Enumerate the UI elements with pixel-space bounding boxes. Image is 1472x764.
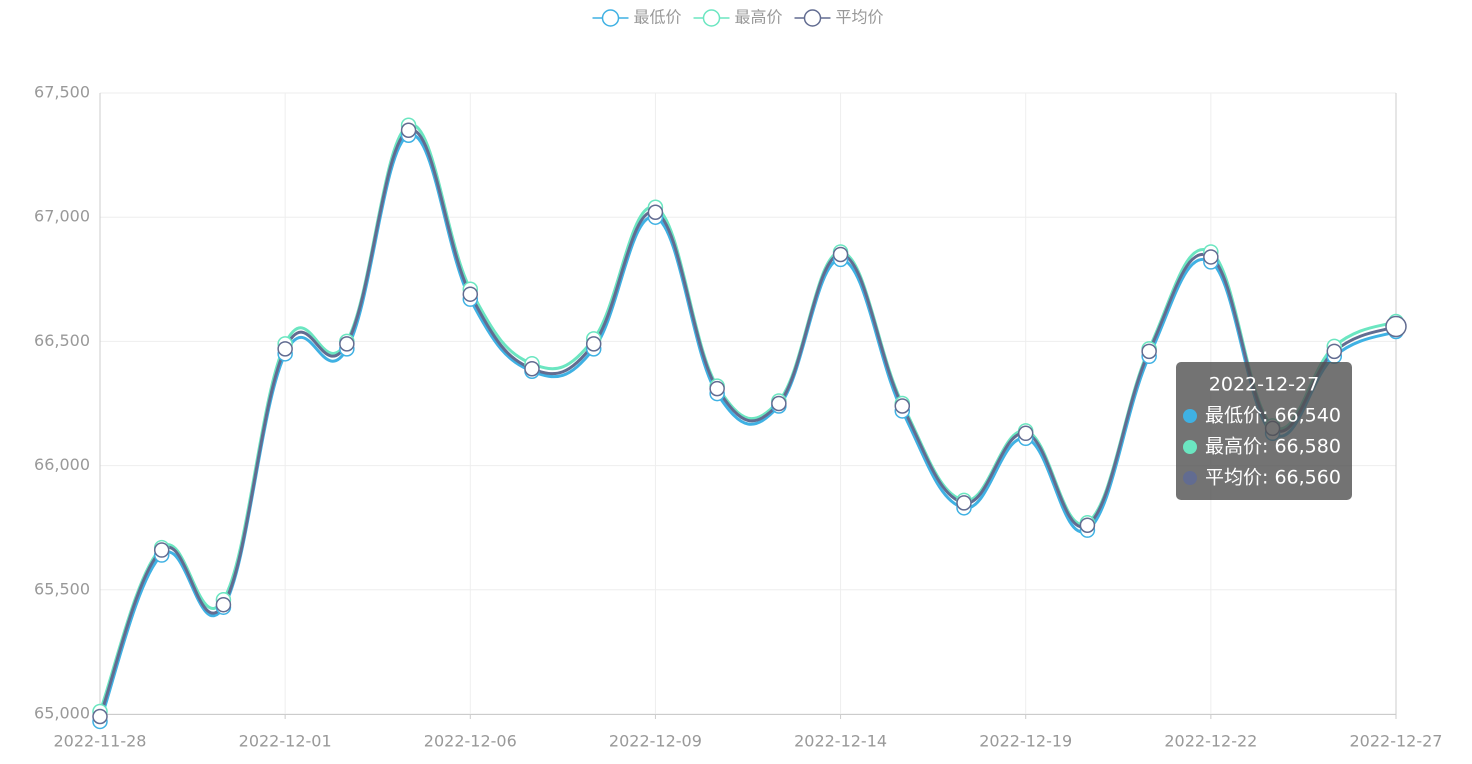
point-marker <box>92 708 108 725</box>
point-marker <box>647 204 664 220</box>
legend-label: 最低价 <box>634 8 682 27</box>
legend-item: 平均价 <box>794 8 884 27</box>
y-tick-label: 66,000 <box>34 455 90 474</box>
tooltip-swatch <box>1183 440 1197 454</box>
point-marker <box>894 398 911 414</box>
x-tick-label: 2022-11-28 <box>54 732 147 751</box>
legend-icon <box>702 9 721 27</box>
point-marker <box>1326 343 1343 360</box>
x-tick-label: 2022-12-22 <box>1164 732 1257 751</box>
point-marker <box>1079 517 1096 533</box>
point-marker <box>524 360 540 377</box>
point-marker <box>709 380 725 397</box>
legend-label: 最高价 <box>735 8 783 27</box>
point-marker <box>277 341 293 357</box>
y-tick-label: 65,000 <box>34 704 90 723</box>
legend: 最低价 最高价 平均价 <box>592 8 884 27</box>
y-tick-label: 67,000 <box>34 207 90 226</box>
tooltip-box <box>1176 362 1352 500</box>
tooltip-title: 2022-12-27 <box>1209 374 1319 396</box>
point-marker <box>832 246 849 263</box>
legend-icon <box>803 9 822 27</box>
x-tick-label: 2022-12-27 <box>1350 732 1443 751</box>
legend-item: 最高价 <box>693 8 783 27</box>
y-tick-label: 66,500 <box>34 331 90 350</box>
point-marker <box>1203 249 1219 265</box>
point-marker <box>215 596 232 613</box>
y-tick-label: 65,500 <box>34 579 90 598</box>
point-marker <box>1141 343 1157 360</box>
point-marker <box>1017 425 1034 442</box>
x-tick-label: 2022-12-19 <box>979 732 1072 751</box>
tooltip-label: 最低价: 66,540 <box>1205 405 1341 427</box>
point-marker <box>462 286 479 302</box>
point-marker <box>771 395 787 412</box>
tooltip-swatch <box>1183 409 1197 423</box>
legend-label: 平均价 <box>836 8 884 27</box>
point-marker <box>400 122 417 139</box>
legend-icon <box>601 9 620 27</box>
point-marker <box>585 336 602 352</box>
x-tick-label: 2022-12-06 <box>424 732 517 751</box>
point-marker <box>153 542 170 558</box>
tooltip-label: 平均价: 66,560 <box>1205 467 1341 489</box>
y-tick-label: 67,500 <box>34 83 90 102</box>
tooltip-label: 最高价: 66,580 <box>1205 436 1341 458</box>
tooltip-swatch <box>1183 471 1197 485</box>
x-tick-label: 2022-12-14 <box>794 732 887 751</box>
point-marker <box>339 336 355 352</box>
tooltip: 2022-12-27 最低价: 66,540 最高价: 66,580 平均价: 66,… <box>1176 362 1352 500</box>
point-marker <box>1385 315 1407 338</box>
point-marker <box>956 495 972 511</box>
x-tick-label: 2022-12-01 <box>239 732 332 751</box>
legend-item: 最低价 <box>592 8 682 27</box>
x-tick-label: 2022-12-09 <box>609 732 702 751</box>
